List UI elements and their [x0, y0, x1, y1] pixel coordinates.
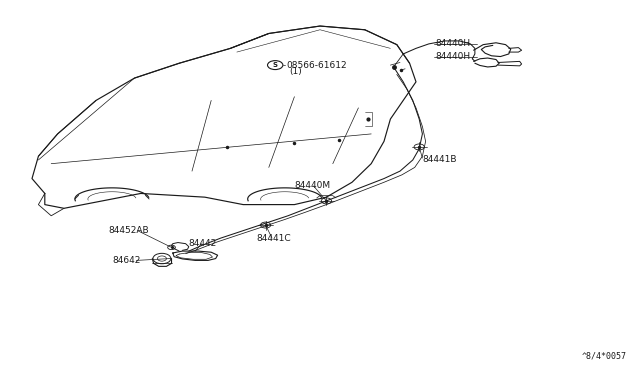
Text: ^8/4*0057: ^8/4*0057: [582, 352, 627, 361]
Text: 84440M: 84440M: [294, 182, 330, 190]
Text: 84440H: 84440H: [435, 39, 470, 48]
Text: (1): (1): [289, 67, 302, 76]
Text: 84441B: 84441B: [422, 155, 457, 164]
Text: 84441C: 84441C: [256, 234, 291, 243]
Text: 84642: 84642: [112, 256, 140, 265]
Text: S: S: [273, 62, 278, 68]
Text: 84452AB: 84452AB: [109, 226, 149, 235]
Text: 84440H: 84440H: [435, 52, 470, 61]
Text: 84442: 84442: [189, 239, 217, 248]
Text: 08566-61612: 08566-61612: [286, 61, 347, 70]
